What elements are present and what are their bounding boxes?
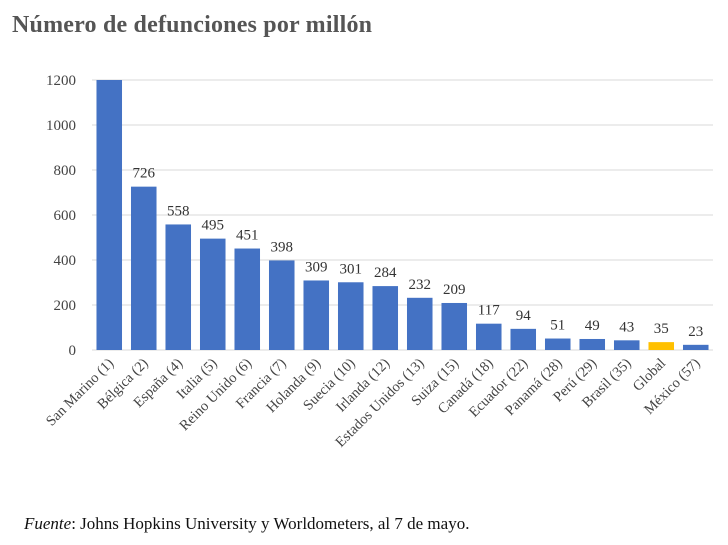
bar bbox=[648, 342, 675, 350]
bar-chart: 0 200 400 600 800 1000 1200 726 558 495 451 398 309… bbox=[43, 73, 713, 451]
data-label: 43 bbox=[619, 319, 634, 335]
data-label: 51 bbox=[550, 318, 565, 334]
data-label: 451 bbox=[236, 228, 259, 244]
y-tick-label: 800 bbox=[54, 163, 77, 179]
bar bbox=[406, 297, 433, 350]
bar bbox=[510, 328, 537, 350]
data-label: 94 bbox=[516, 308, 532, 324]
bar bbox=[475, 323, 502, 350]
x-axis-ticks: San Marino (1)Bélgica (2)España (4)Itali… bbox=[43, 355, 704, 450]
bar bbox=[372, 286, 399, 350]
bar bbox=[579, 338, 606, 350]
data-label: 35 bbox=[654, 321, 669, 337]
bar bbox=[303, 280, 330, 350]
y-tick-label: 400 bbox=[54, 253, 77, 269]
bar bbox=[544, 338, 571, 350]
y-tick-label: 200 bbox=[54, 298, 77, 314]
data-label: 558 bbox=[167, 203, 190, 219]
y-tick-label: 1000 bbox=[46, 118, 76, 134]
y-axis-ticks: 0 200 400 600 800 1000 1200 bbox=[46, 73, 76, 359]
bar bbox=[613, 340, 640, 350]
bar bbox=[234, 248, 261, 350]
data-label: 284 bbox=[374, 265, 397, 281]
data-label: 23 bbox=[688, 324, 703, 340]
data-label: 49 bbox=[585, 318, 600, 334]
data-label: 117 bbox=[478, 303, 500, 319]
data-label: 309 bbox=[305, 259, 328, 275]
data-label: 495 bbox=[202, 218, 225, 234]
chart-title: Número de defunciones por millón bbox=[12, 12, 373, 38]
data-label: 726 bbox=[133, 166, 156, 182]
y-tick-label: 0 bbox=[69, 343, 77, 359]
data-label: 398 bbox=[271, 239, 294, 255]
data-label-layer: 726 558 495 451 398 309 301 284 232 209 117 94 51 49 4… bbox=[133, 166, 704, 340]
bar-layer bbox=[96, 80, 709, 350]
bar bbox=[268, 260, 295, 350]
bar bbox=[199, 238, 226, 350]
bar bbox=[682, 344, 709, 350]
source-label: Fuente bbox=[24, 514, 72, 533]
bar bbox=[337, 282, 364, 350]
data-label: 232 bbox=[409, 277, 432, 293]
source-text: : Johns Hopkins University y Worldometer… bbox=[71, 514, 470, 533]
source-note: Fuente: Johns Hopkins University y World… bbox=[24, 514, 469, 534]
bar bbox=[165, 224, 192, 350]
bar bbox=[130, 186, 157, 350]
y-tick-label: 600 bbox=[54, 208, 77, 224]
grid-layer bbox=[92, 79, 713, 351]
bar bbox=[96, 80, 123, 350]
y-tick-label: 1200 bbox=[46, 73, 76, 89]
data-label: 209 bbox=[443, 282, 466, 298]
bar bbox=[441, 302, 468, 350]
data-label: 301 bbox=[340, 261, 363, 277]
